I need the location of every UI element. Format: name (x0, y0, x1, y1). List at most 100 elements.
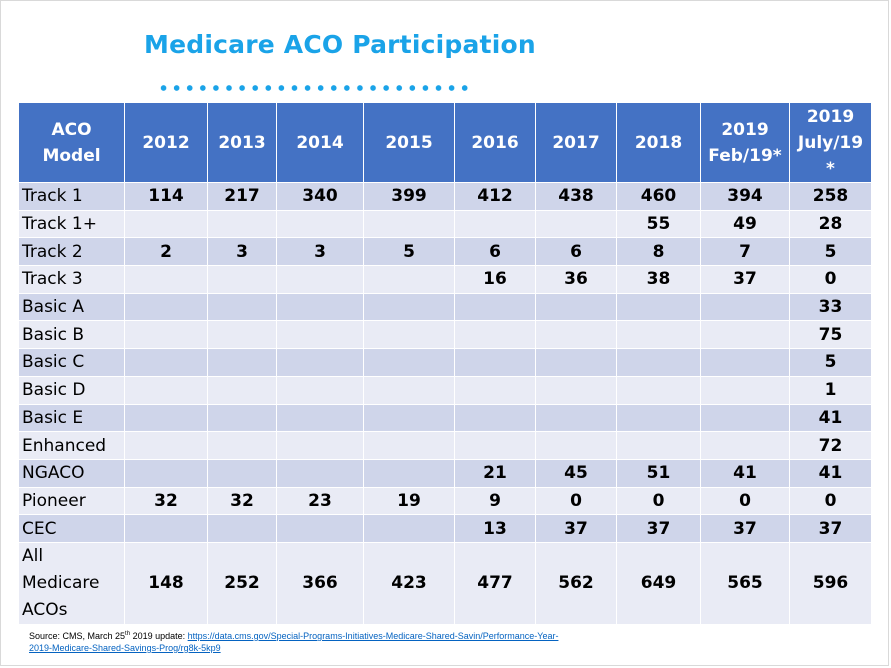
table-cell (276, 458, 364, 488)
header-text: 2012 (142, 132, 190, 153)
table-cell (363, 265, 455, 294)
table-body: Track 1 114 217 340 399 412 438 460 394 258 Track … (18, 182, 872, 625)
table-row: Basic D 1 (18, 375, 872, 405)
table-cell: 394 (700, 182, 790, 211)
table-row: CEC 13 37 37 37 37 (18, 514, 872, 543)
table-cell: 41 (789, 403, 872, 433)
header-year: 2015 (363, 102, 455, 183)
table-cell: 0 (789, 265, 872, 294)
source-note: Source: CMS, March 25th 2019 update: htt… (29, 628, 669, 654)
header-text: July/19 (797, 132, 864, 153)
header-text: 2019 (721, 119, 769, 140)
table-cell (276, 431, 364, 460)
row-label: Basic A (18, 292, 125, 322)
table-row: NGACO 21 45 51 41 41 (18, 458, 872, 488)
table-cell (276, 514, 364, 543)
header-text: Feb/19* (708, 145, 782, 166)
table-cell (454, 431, 536, 460)
table-cell (363, 431, 455, 460)
header-text: 2019 (806, 106, 855, 127)
table-cell: 5 (363, 237, 455, 267)
table-cell: 13 (454, 514, 536, 543)
table-cell (454, 320, 536, 350)
table-row: Enhanced 72 (18, 431, 872, 460)
table-cell: 423 (363, 541, 455, 625)
table-cell: 2 (124, 237, 208, 267)
source-prefix: Source: CMS, March 25 (29, 631, 126, 641)
table-cell (616, 375, 701, 405)
table-cell: 37 (700, 265, 790, 294)
table-cell: 5 (789, 237, 872, 267)
header-year: 2019 Feb/19* (700, 102, 790, 183)
table-cell: 28 (789, 209, 872, 239)
table-cell: 6 (454, 237, 536, 267)
table-cell: 72 (789, 431, 872, 460)
table-cell: 399 (363, 182, 455, 211)
row-label: Enhanced (18, 431, 125, 460)
header-year: 2013 (207, 102, 277, 183)
table-cell: 6 (535, 237, 617, 267)
table-cell: 5 (789, 348, 872, 377)
table-cell: 3 (276, 237, 364, 267)
table-cell (535, 348, 617, 377)
row-label-text: Track 2 (22, 241, 83, 262)
table-cell: 1 (789, 375, 872, 405)
header-text: 2017 (552, 132, 600, 153)
table-cell (276, 265, 364, 294)
table-row: Track 3 16 36 38 37 0 (18, 265, 872, 294)
table-cell (124, 514, 208, 543)
table-cell (535, 431, 617, 460)
table-cell (616, 320, 701, 350)
table-cell (207, 209, 277, 239)
table-cell: 51 (616, 458, 701, 488)
source-link[interactable]: https://data.cms.gov/Special-Programs-In… (29, 631, 558, 653)
table-row: All Medicare ACOs 148 252 366 423 477 562 649 565 5… (18, 541, 872, 625)
table-cell (700, 292, 790, 322)
table-cell: 0 (535, 486, 617, 516)
table-cell (207, 375, 277, 405)
table-cell (700, 348, 790, 377)
header-year: 2016 (454, 102, 536, 183)
table-header-row: ACO Model 2012 2013 2014 2015 2016 2017 2018 2019… (18, 102, 872, 183)
header-year: 2019 July/19 * (789, 102, 872, 183)
table-cell (207, 265, 277, 294)
row-label: Track 3 (18, 265, 125, 294)
table-cell: 562 (535, 541, 617, 625)
table-cell (700, 375, 790, 405)
table-cell (207, 514, 277, 543)
table-cell (700, 320, 790, 350)
row-label-text: Medicare (22, 572, 100, 593)
table-cell: 37 (535, 514, 617, 543)
header-text: Model (42, 145, 101, 166)
row-label: Basic B (18, 320, 125, 350)
table-cell (454, 375, 536, 405)
table-cell: 596 (789, 541, 872, 625)
aco-participation-table: ACO Model 2012 2013 2014 2015 2016 2017 2018 2019… (18, 102, 872, 625)
row-label: Basic C (18, 348, 125, 377)
header-year: 2014 (276, 102, 364, 183)
row-label-text: ACOs (22, 599, 68, 620)
table-cell (124, 403, 208, 433)
row-label-text: Basic C (22, 352, 85, 373)
table-cell (363, 292, 455, 322)
table-cell (124, 265, 208, 294)
table-cell (276, 320, 364, 350)
table-row: Basic E 41 (18, 403, 872, 433)
table-cell: 45 (535, 458, 617, 488)
header-text: 2016 (471, 132, 519, 153)
table-cell: 0 (700, 486, 790, 516)
header-text: 2015 (385, 132, 433, 153)
table-cell (207, 348, 277, 377)
slide-title: Medicare ACO Participation (144, 30, 536, 59)
header-text: 2013 (218, 132, 266, 153)
table-cell: 32 (124, 486, 208, 516)
table-cell (616, 431, 701, 460)
table-cell: 7 (700, 237, 790, 267)
header-aco-model: ACO Model (18, 102, 125, 183)
row-label: Track 1+ (18, 209, 125, 239)
table-cell (124, 292, 208, 322)
row-label-text: Basic B (22, 324, 85, 345)
table-cell: 32 (207, 486, 277, 516)
table-cell: 41 (700, 458, 790, 488)
